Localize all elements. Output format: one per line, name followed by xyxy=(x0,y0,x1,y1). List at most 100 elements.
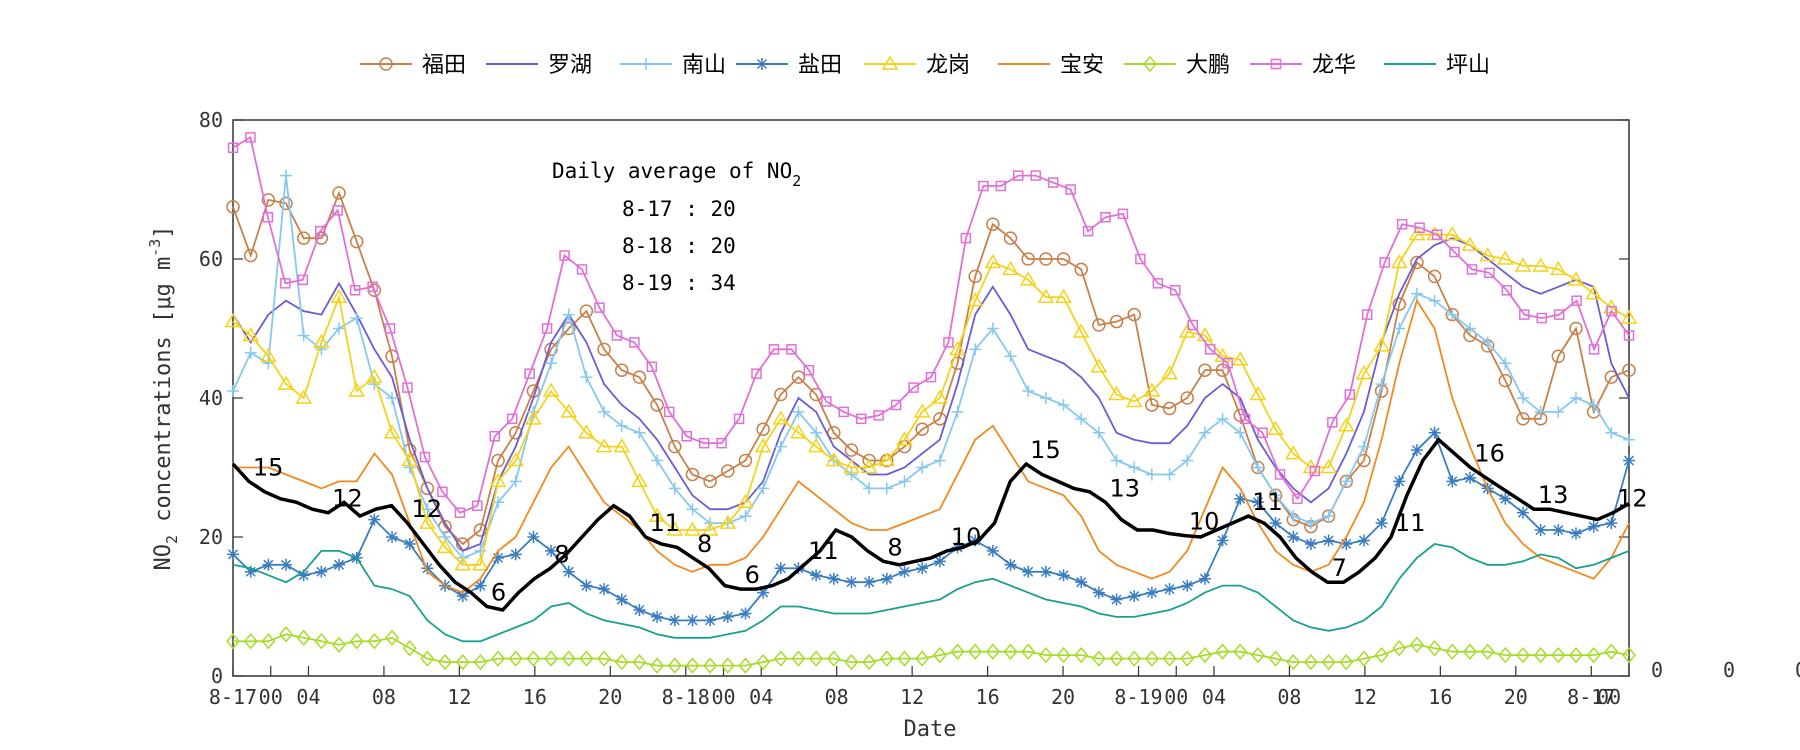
data-point xyxy=(598,583,611,596)
average-data-label: 11 xyxy=(808,537,839,565)
y-axis-label: NO2 concentrations [μg m-3] xyxy=(146,226,181,571)
x-tick-label: 12 xyxy=(447,685,471,709)
data-point xyxy=(525,410,542,425)
data-point xyxy=(664,406,675,418)
data-point xyxy=(367,281,378,293)
data-point xyxy=(280,278,291,289)
data-point xyxy=(1309,465,1321,477)
data-point xyxy=(756,653,771,671)
data-point xyxy=(1003,231,1018,245)
series-layer xyxy=(224,132,1638,674)
data-point xyxy=(950,643,965,660)
data-point xyxy=(1516,506,1529,519)
data-point xyxy=(1303,653,1318,671)
data-point xyxy=(1362,309,1373,320)
data-point xyxy=(1446,475,1459,488)
x-axis-ticks: 8-17 00 04 08 12 16 20 8-18 00 04 08 12 16 20 8-19 00 04… xyxy=(209,666,1630,709)
data-point xyxy=(579,304,594,318)
data-point xyxy=(704,614,717,627)
data-point xyxy=(1321,653,1336,671)
data-point xyxy=(1065,184,1076,195)
right-side-ticks: 0 0 0 xyxy=(1651,658,1800,682)
data-point xyxy=(629,337,640,348)
data-point xyxy=(1250,646,1265,664)
data-point xyxy=(862,653,877,671)
data-point xyxy=(772,410,790,425)
data-point xyxy=(1374,646,1389,664)
data-point xyxy=(1499,357,1512,370)
average-data-label: 10 xyxy=(1189,508,1220,536)
data-point xyxy=(277,375,295,390)
data-point xyxy=(1021,252,1035,266)
average-data-label: 11 xyxy=(1252,488,1283,516)
data-point xyxy=(838,406,849,418)
data-point xyxy=(489,430,500,442)
data-point xyxy=(1534,524,1547,537)
data-point xyxy=(243,633,258,650)
data-point xyxy=(1108,386,1125,401)
data-point xyxy=(995,180,1007,192)
data-point xyxy=(279,196,293,211)
data-point xyxy=(597,650,612,667)
data-point xyxy=(916,461,929,474)
data-point xyxy=(757,482,770,495)
average-series-layer: 15 12 12 6 8 11 8 6 11 8 10 15 13 10 11 7 11 16 13 12 xyxy=(231,436,1648,612)
data-point xyxy=(1198,363,1212,377)
series-8 xyxy=(232,543,1630,643)
data-point xyxy=(739,607,752,620)
data-point xyxy=(545,544,558,557)
data-point xyxy=(1585,285,1602,300)
data-point xyxy=(880,572,893,585)
data-point xyxy=(348,382,366,397)
data-point xyxy=(1163,468,1176,481)
legend-item-2: 南山 xyxy=(620,53,726,78)
data-point xyxy=(1074,646,1089,664)
right-tick-label: 0 xyxy=(1651,658,1663,682)
data-point xyxy=(1222,358,1233,369)
data-point xyxy=(951,405,964,418)
average-data-label: 6 xyxy=(745,561,760,589)
data-point xyxy=(1047,177,1059,188)
data-point xyxy=(1127,650,1142,667)
data-point xyxy=(1552,405,1565,418)
series-line xyxy=(232,543,1630,643)
data-point xyxy=(614,653,629,671)
data-point xyxy=(383,424,401,439)
data-point xyxy=(1075,412,1088,425)
data-point xyxy=(1479,247,1496,262)
average-data-label: 12 xyxy=(412,495,443,523)
x-tick-label: 00 xyxy=(711,685,735,709)
data-point xyxy=(1481,336,1494,349)
data-point xyxy=(646,361,658,372)
data-point xyxy=(1409,636,1424,653)
data-point xyxy=(454,556,472,571)
data-point xyxy=(931,389,949,404)
data-point xyxy=(1410,287,1423,300)
legend-item-1: 罗湖 xyxy=(486,53,592,78)
data-point xyxy=(1431,229,1443,240)
data-point xyxy=(978,180,989,192)
average-data-label: 8 xyxy=(554,540,569,568)
data-point xyxy=(932,646,947,664)
data-point xyxy=(1623,330,1635,341)
data-point xyxy=(332,186,346,200)
data-point xyxy=(509,548,522,561)
legend-label: 大鹏 xyxy=(1186,53,1230,78)
data-point xyxy=(1357,453,1371,468)
data-point xyxy=(1145,586,1158,599)
data-point xyxy=(1117,208,1129,220)
data-point xyxy=(1587,398,1600,411)
data-point xyxy=(803,364,815,376)
data-point xyxy=(613,438,631,453)
data-point xyxy=(1161,365,1178,380)
data-point xyxy=(792,405,805,418)
annotation-line-2: 8-18 : 20 xyxy=(622,234,736,258)
data-point xyxy=(898,565,911,578)
x-tick-label: 04 xyxy=(296,685,320,709)
y-axis-label-sub: 2 xyxy=(163,535,181,544)
data-point xyxy=(611,330,623,341)
data-point xyxy=(863,482,876,495)
data-point xyxy=(1056,252,1071,266)
data-point xyxy=(261,633,276,650)
data-point xyxy=(330,288,348,303)
